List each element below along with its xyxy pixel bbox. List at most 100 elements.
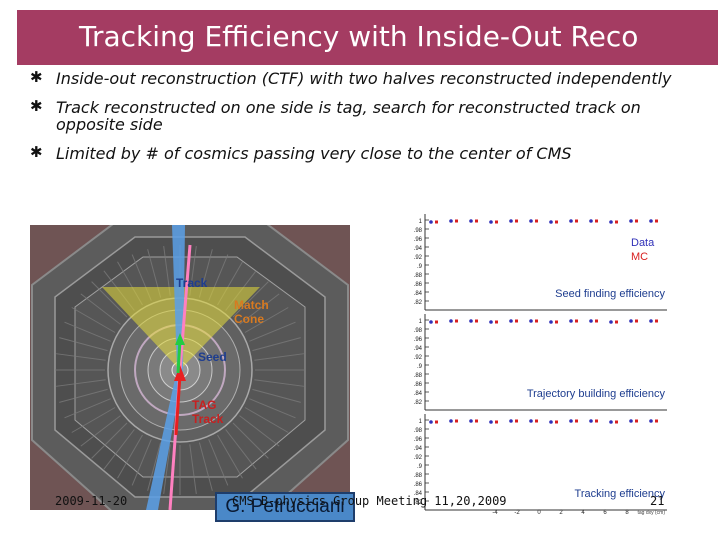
plot-y-tick-label: .86 bbox=[414, 482, 423, 488]
plot-x-tick-label: 8 bbox=[625, 510, 629, 515]
plot-y-tick-label: .88 bbox=[414, 273, 423, 279]
plot-y-tick-label: 1 bbox=[419, 319, 423, 325]
plot-y-tick-label: .88 bbox=[414, 473, 423, 479]
data-point bbox=[569, 419, 573, 423]
label-match-cone-line: Match bbox=[234, 298, 269, 312]
bullet-star-icon: ✱ bbox=[30, 68, 43, 86]
legend-mc: MC bbox=[631, 251, 648, 263]
plot-x-unit: tag dxy (cm) bbox=[637, 510, 665, 515]
mc-point bbox=[515, 219, 518, 223]
slide-title: Tracking Efficiency with Inside-Out Reco bbox=[79, 20, 639, 53]
detector-spoke bbox=[59, 388, 108, 403]
label-match-cone: Match Cone bbox=[234, 298, 272, 326]
mc-point bbox=[455, 319, 458, 323]
label-tag-track-line: TAG bbox=[192, 398, 216, 412]
detector-spoke bbox=[239, 293, 280, 325]
mc-point bbox=[615, 320, 618, 324]
plot-x-tick-label: 2 bbox=[559, 510, 563, 515]
label-seed: Seed bbox=[198, 350, 227, 364]
mc-point bbox=[535, 319, 538, 323]
detector-spoke bbox=[56, 379, 106, 387]
detector-spoke bbox=[80, 415, 121, 447]
data-point bbox=[529, 419, 533, 423]
plot-y-tick-label: 1 bbox=[419, 219, 423, 225]
mc-point bbox=[475, 419, 478, 423]
plot-y-tick-label: .98 bbox=[414, 228, 423, 234]
detector-spoke bbox=[217, 434, 243, 479]
mc-point bbox=[575, 219, 578, 223]
label-match-cone-line: Cone bbox=[234, 312, 264, 326]
plot-y-tick-label: .84 bbox=[414, 391, 423, 397]
bullet-star-icon: ✱ bbox=[30, 97, 43, 115]
mc-point bbox=[595, 419, 598, 423]
data-point bbox=[429, 320, 433, 324]
detector-spoke bbox=[80, 293, 121, 325]
plot-y-tick-label: .9 bbox=[417, 464, 423, 470]
data-point bbox=[589, 419, 593, 423]
mc-point bbox=[435, 320, 438, 324]
detector-spoke bbox=[249, 321, 296, 342]
data-point bbox=[449, 219, 453, 223]
mc-point bbox=[515, 319, 518, 323]
plot-y-tick-label: .96 bbox=[414, 437, 423, 443]
data-point bbox=[609, 420, 613, 424]
plot-y-tick-label: .84 bbox=[414, 291, 423, 297]
footer-page-number: 21 bbox=[650, 494, 665, 508]
data-point bbox=[649, 419, 653, 423]
bullet-text: Track reconstructed on one side is tag, … bbox=[56, 98, 641, 134]
mc-point bbox=[495, 420, 498, 424]
mc-point bbox=[575, 419, 578, 423]
mc-point bbox=[655, 319, 658, 323]
plot-y-tick-label: .82 bbox=[414, 400, 423, 406]
plot-y-tick-label: .86 bbox=[414, 382, 423, 388]
data-point bbox=[629, 419, 633, 423]
title-bar: Tracking Efficiency with Inside-Out Reco bbox=[17, 10, 718, 65]
bullet-item: ✱ Track reconstructed on one side is tag… bbox=[30, 97, 705, 134]
data-point bbox=[529, 319, 533, 323]
detector-spoke bbox=[163, 444, 171, 494]
label-tag-track: TAG Track bbox=[192, 398, 224, 426]
data-point bbox=[509, 319, 513, 323]
detector-spoke bbox=[91, 281, 128, 318]
data-point bbox=[489, 220, 493, 224]
plot-y-tick-label: .92 bbox=[414, 255, 423, 261]
mc-point bbox=[555, 220, 558, 224]
plot-x-tick-label: 0 bbox=[537, 510, 541, 515]
mc-point bbox=[615, 420, 618, 424]
plot-y-tick-label: .94 bbox=[414, 246, 423, 252]
data-point bbox=[629, 319, 633, 323]
data-point bbox=[509, 219, 513, 223]
detector-spoke bbox=[198, 442, 213, 491]
plot-y-tick-label: .92 bbox=[414, 355, 423, 361]
data-point bbox=[609, 220, 613, 224]
data-point bbox=[489, 420, 493, 424]
plot-y-tick-label: .88 bbox=[414, 373, 423, 379]
data-point bbox=[589, 319, 593, 323]
data-point bbox=[509, 419, 513, 423]
plot-x-tick-label: -2 bbox=[514, 510, 520, 515]
plot-y-tick-label: .84 bbox=[414, 491, 423, 497]
data-point bbox=[469, 419, 473, 423]
data-point bbox=[569, 319, 573, 323]
mc-point bbox=[555, 420, 558, 424]
plot-y-tick-label: .86 bbox=[414, 282, 423, 288]
mc-point bbox=[435, 420, 438, 424]
plot-y-tick-label: .94 bbox=[414, 446, 423, 452]
data-point bbox=[609, 320, 613, 324]
mc-point bbox=[575, 319, 578, 323]
plot-x-tick-label: -4 bbox=[492, 510, 498, 515]
footer-meeting: CMS B-physics Group Meeting 11,20,2009 bbox=[232, 494, 507, 508]
plot-y-tick-label: .9 bbox=[417, 264, 423, 270]
detector-spoke bbox=[147, 442, 162, 491]
mc-point bbox=[655, 419, 658, 423]
detector-spoke bbox=[64, 321, 111, 342]
mc-point bbox=[455, 219, 458, 223]
mc-point bbox=[635, 219, 638, 223]
plot-y-tick-label: .94 bbox=[414, 346, 423, 352]
detector-spoke bbox=[252, 388, 301, 403]
bullet-item: ✱ Limited by # of cosmics passing very c… bbox=[30, 144, 705, 163]
detector-spoke bbox=[189, 444, 197, 494]
data-point bbox=[649, 219, 653, 223]
bullet-text: Inside-out reconstruction (CTF) with two… bbox=[56, 69, 672, 88]
